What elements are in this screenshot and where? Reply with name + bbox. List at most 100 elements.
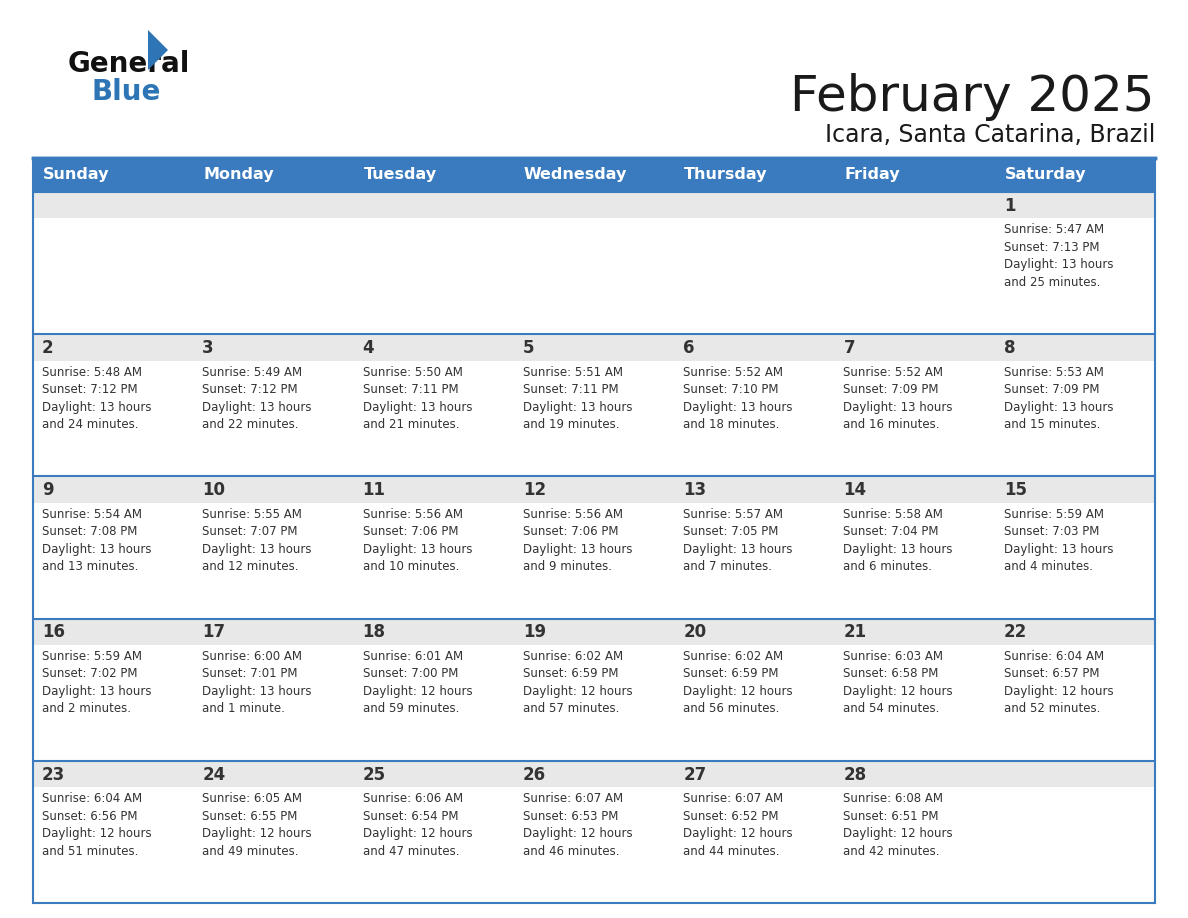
Bar bbox=[514, 619, 674, 645]
Bar bbox=[994, 158, 1155, 192]
Text: 9: 9 bbox=[42, 481, 53, 499]
Bar bbox=[674, 761, 834, 787]
Bar bbox=[354, 645, 514, 761]
Text: 12: 12 bbox=[523, 481, 546, 499]
Text: Thursday: Thursday bbox=[684, 166, 767, 182]
Bar bbox=[994, 503, 1155, 619]
Text: 22: 22 bbox=[1004, 623, 1026, 642]
Text: Sunrise: 5:59 AM
Sunset: 7:03 PM
Daylight: 13 hours
and 4 minutes.: Sunrise: 5:59 AM Sunset: 7:03 PM Dayligh… bbox=[1004, 508, 1113, 573]
Bar bbox=[834, 619, 994, 645]
Bar bbox=[354, 158, 514, 192]
Bar bbox=[33, 787, 194, 903]
Bar bbox=[514, 158, 674, 192]
Bar bbox=[834, 361, 994, 476]
Bar bbox=[994, 761, 1155, 787]
Bar bbox=[354, 503, 514, 619]
Text: Sunrise: 6:07 AM
Sunset: 6:52 PM
Daylight: 12 hours
and 44 minutes.: Sunrise: 6:07 AM Sunset: 6:52 PM Dayligh… bbox=[683, 792, 792, 857]
Text: Sunrise: 6:05 AM
Sunset: 6:55 PM
Daylight: 12 hours
and 49 minutes.: Sunrise: 6:05 AM Sunset: 6:55 PM Dayligh… bbox=[202, 792, 312, 857]
Bar bbox=[194, 761, 354, 787]
Text: 28: 28 bbox=[843, 766, 866, 784]
Bar bbox=[194, 334, 354, 361]
Bar bbox=[514, 218, 674, 334]
Bar bbox=[674, 192, 834, 218]
Text: Sunrise: 5:52 AM
Sunset: 7:09 PM
Daylight: 13 hours
and 16 minutes.: Sunrise: 5:52 AM Sunset: 7:09 PM Dayligh… bbox=[843, 365, 953, 431]
Text: 2: 2 bbox=[42, 339, 53, 357]
Bar bbox=[674, 645, 834, 761]
Text: 26: 26 bbox=[523, 766, 546, 784]
Bar bbox=[354, 361, 514, 476]
Text: Sunrise: 6:00 AM
Sunset: 7:01 PM
Daylight: 13 hours
and 1 minute.: Sunrise: 6:00 AM Sunset: 7:01 PM Dayligh… bbox=[202, 650, 311, 715]
Bar bbox=[194, 218, 354, 334]
Bar bbox=[674, 619, 834, 645]
Bar bbox=[834, 218, 994, 334]
Polygon shape bbox=[148, 30, 168, 70]
Text: Sunrise: 6:02 AM
Sunset: 6:59 PM
Daylight: 12 hours
and 56 minutes.: Sunrise: 6:02 AM Sunset: 6:59 PM Dayligh… bbox=[683, 650, 792, 715]
Bar bbox=[33, 645, 194, 761]
Text: 15: 15 bbox=[1004, 481, 1026, 499]
Bar bbox=[194, 503, 354, 619]
Text: Saturday: Saturday bbox=[1005, 166, 1086, 182]
Text: 21: 21 bbox=[843, 623, 866, 642]
Bar bbox=[514, 361, 674, 476]
Bar bbox=[33, 761, 194, 787]
Bar bbox=[674, 787, 834, 903]
Text: 4: 4 bbox=[362, 339, 374, 357]
Bar bbox=[194, 192, 354, 218]
Text: 20: 20 bbox=[683, 623, 707, 642]
Text: 3: 3 bbox=[202, 339, 214, 357]
Text: Sunrise: 6:01 AM
Sunset: 7:00 PM
Daylight: 12 hours
and 59 minutes.: Sunrise: 6:01 AM Sunset: 7:00 PM Dayligh… bbox=[362, 650, 472, 715]
Text: 7: 7 bbox=[843, 339, 855, 357]
Text: February 2025: February 2025 bbox=[790, 73, 1155, 121]
Bar bbox=[33, 503, 194, 619]
Bar bbox=[514, 503, 674, 619]
Text: Friday: Friday bbox=[845, 166, 901, 182]
Text: 10: 10 bbox=[202, 481, 226, 499]
Bar bbox=[834, 645, 994, 761]
Bar bbox=[994, 218, 1155, 334]
Text: 24: 24 bbox=[202, 766, 226, 784]
Bar bbox=[194, 158, 354, 192]
Bar bbox=[33, 192, 194, 218]
Text: 5: 5 bbox=[523, 339, 535, 357]
Bar bbox=[834, 334, 994, 361]
Text: Sunrise: 5:58 AM
Sunset: 7:04 PM
Daylight: 13 hours
and 6 minutes.: Sunrise: 5:58 AM Sunset: 7:04 PM Dayligh… bbox=[843, 508, 953, 573]
Text: Sunrise: 6:02 AM
Sunset: 6:59 PM
Daylight: 12 hours
and 57 minutes.: Sunrise: 6:02 AM Sunset: 6:59 PM Dayligh… bbox=[523, 650, 632, 715]
Bar bbox=[834, 787, 994, 903]
Text: Sunrise: 5:55 AM
Sunset: 7:07 PM
Daylight: 13 hours
and 12 minutes.: Sunrise: 5:55 AM Sunset: 7:07 PM Dayligh… bbox=[202, 508, 311, 573]
Text: Blue: Blue bbox=[91, 78, 162, 106]
Text: 13: 13 bbox=[683, 481, 707, 499]
Text: Sunrise: 6:04 AM
Sunset: 6:56 PM
Daylight: 12 hours
and 51 minutes.: Sunrise: 6:04 AM Sunset: 6:56 PM Dayligh… bbox=[42, 792, 152, 857]
Text: Wednesday: Wednesday bbox=[524, 166, 627, 182]
Text: 18: 18 bbox=[362, 623, 386, 642]
Bar bbox=[674, 334, 834, 361]
Bar bbox=[994, 334, 1155, 361]
Bar bbox=[33, 158, 194, 192]
Text: 1: 1 bbox=[1004, 196, 1016, 215]
Text: Tuesday: Tuesday bbox=[364, 166, 437, 182]
Bar bbox=[834, 476, 994, 503]
Bar bbox=[354, 476, 514, 503]
Bar bbox=[33, 334, 194, 361]
Bar bbox=[514, 192, 674, 218]
Text: Sunrise: 5:57 AM
Sunset: 7:05 PM
Daylight: 13 hours
and 7 minutes.: Sunrise: 5:57 AM Sunset: 7:05 PM Dayligh… bbox=[683, 508, 792, 573]
Bar bbox=[834, 158, 994, 192]
Text: 27: 27 bbox=[683, 766, 707, 784]
Bar bbox=[834, 192, 994, 218]
Text: 19: 19 bbox=[523, 623, 546, 642]
Text: Sunrise: 5:49 AM
Sunset: 7:12 PM
Daylight: 13 hours
and 22 minutes.: Sunrise: 5:49 AM Sunset: 7:12 PM Dayligh… bbox=[202, 365, 311, 431]
Text: Sunrise: 6:08 AM
Sunset: 6:51 PM
Daylight: 12 hours
and 42 minutes.: Sunrise: 6:08 AM Sunset: 6:51 PM Dayligh… bbox=[843, 792, 953, 857]
Text: 8: 8 bbox=[1004, 339, 1016, 357]
Bar bbox=[994, 619, 1155, 645]
Bar bbox=[33, 476, 194, 503]
Text: Icara, Santa Catarina, Brazil: Icara, Santa Catarina, Brazil bbox=[824, 123, 1155, 147]
Bar bbox=[514, 787, 674, 903]
Text: 25: 25 bbox=[362, 766, 386, 784]
Bar bbox=[33, 361, 194, 476]
Bar bbox=[674, 361, 834, 476]
Text: Sunrise: 5:47 AM
Sunset: 7:13 PM
Daylight: 13 hours
and 25 minutes.: Sunrise: 5:47 AM Sunset: 7:13 PM Dayligh… bbox=[1004, 223, 1113, 289]
Bar bbox=[194, 787, 354, 903]
Text: Sunrise: 6:06 AM
Sunset: 6:54 PM
Daylight: 12 hours
and 47 minutes.: Sunrise: 6:06 AM Sunset: 6:54 PM Dayligh… bbox=[362, 792, 472, 857]
Text: Sunrise: 5:48 AM
Sunset: 7:12 PM
Daylight: 13 hours
and 24 minutes.: Sunrise: 5:48 AM Sunset: 7:12 PM Dayligh… bbox=[42, 365, 152, 431]
Text: 23: 23 bbox=[42, 766, 65, 784]
Text: Sunrise: 6:07 AM
Sunset: 6:53 PM
Daylight: 12 hours
and 46 minutes.: Sunrise: 6:07 AM Sunset: 6:53 PM Dayligh… bbox=[523, 792, 632, 857]
